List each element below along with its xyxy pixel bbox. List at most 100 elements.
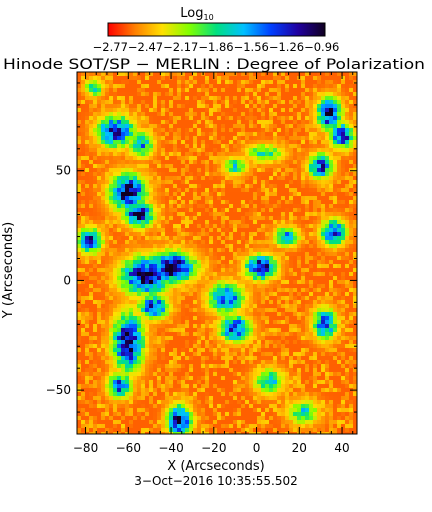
heatmap-cell bbox=[213, 156, 217, 160]
heatmap-cell bbox=[201, 224, 205, 228]
heatmap-cell bbox=[305, 140, 309, 144]
heatmap-cell bbox=[173, 92, 177, 96]
heatmap-cell bbox=[133, 140, 137, 144]
heatmap-cell bbox=[217, 140, 221, 144]
heatmap-cell bbox=[133, 264, 137, 268]
heatmap-cell bbox=[301, 256, 305, 260]
heatmap-cell bbox=[97, 276, 101, 280]
heatmap-cell bbox=[301, 136, 305, 140]
heatmap-cell bbox=[333, 328, 337, 332]
heatmap-cell bbox=[137, 320, 141, 324]
heatmap-cell bbox=[161, 240, 165, 244]
heatmap-cell bbox=[97, 224, 101, 228]
heatmap-cell bbox=[229, 232, 233, 236]
heatmap-cell bbox=[317, 228, 321, 232]
heatmap-cell bbox=[245, 220, 249, 224]
heatmap-cell bbox=[173, 220, 177, 224]
heatmap-cell bbox=[225, 176, 229, 180]
heatmap-cell bbox=[157, 284, 161, 288]
heatmap-cell bbox=[105, 128, 109, 132]
heatmap-cell bbox=[77, 248, 81, 252]
heatmap-cell bbox=[285, 220, 289, 224]
heatmap-cell bbox=[233, 228, 237, 232]
heatmap-cell bbox=[185, 92, 189, 96]
heatmap-cell bbox=[237, 232, 241, 236]
heatmap-cell bbox=[209, 80, 213, 84]
heatmap-cell bbox=[85, 336, 89, 340]
heatmap-cell bbox=[133, 104, 137, 108]
heatmap-cell bbox=[337, 144, 341, 148]
heatmap-cell bbox=[333, 104, 337, 108]
heatmap-cell bbox=[113, 240, 117, 244]
heatmap-cell bbox=[321, 348, 325, 352]
heatmap-cell bbox=[125, 92, 129, 96]
heatmap-cell bbox=[109, 356, 113, 360]
heatmap-cell bbox=[285, 88, 289, 92]
heatmap-cell bbox=[265, 280, 269, 284]
heatmap-cell bbox=[105, 248, 109, 252]
heatmap-cell bbox=[221, 204, 225, 208]
heatmap-cell bbox=[313, 120, 317, 124]
heatmap-cell bbox=[193, 228, 197, 232]
heatmap-cell bbox=[221, 168, 225, 172]
heatmap-cell bbox=[285, 168, 289, 172]
heatmap-cell bbox=[257, 136, 261, 140]
heatmap-cell bbox=[249, 344, 253, 348]
heatmap-cell bbox=[113, 76, 117, 80]
heatmap-cell bbox=[317, 344, 321, 348]
heatmap-cell bbox=[289, 72, 293, 76]
heatmap-cell bbox=[269, 164, 273, 168]
heatmap-cell bbox=[205, 268, 209, 272]
heatmap-cell bbox=[89, 92, 93, 96]
heatmap-cell bbox=[245, 92, 249, 96]
heatmap-cell bbox=[189, 160, 193, 164]
heatmap-cell bbox=[193, 176, 197, 180]
heatmap-cell bbox=[273, 344, 277, 348]
heatmap-cell bbox=[209, 136, 213, 140]
heatmap-cell bbox=[185, 212, 189, 216]
heatmap-cell bbox=[209, 336, 213, 340]
heatmap-cell bbox=[193, 164, 197, 168]
heatmap-cell bbox=[245, 348, 249, 352]
heatmap-cell bbox=[109, 256, 113, 260]
heatmap-cell bbox=[121, 332, 125, 336]
heatmap-cell bbox=[349, 196, 353, 200]
heatmap-cell bbox=[277, 244, 281, 248]
heatmap-cell bbox=[169, 108, 173, 112]
heatmap-cell bbox=[345, 224, 349, 228]
heatmap-cell bbox=[201, 80, 205, 84]
heatmap-cell bbox=[129, 244, 133, 248]
heatmap-cell bbox=[289, 132, 293, 136]
heatmap-cell bbox=[189, 172, 193, 176]
heatmap-cell bbox=[109, 96, 113, 100]
heatmap-cell bbox=[261, 88, 265, 92]
heatmap-cell bbox=[101, 312, 105, 316]
heatmap-cell bbox=[185, 256, 189, 260]
heatmap-cell bbox=[249, 224, 253, 228]
heatmap-cell bbox=[177, 332, 181, 336]
heatmap-cell bbox=[253, 204, 257, 208]
heatmap-cell bbox=[173, 204, 177, 208]
heatmap-cell bbox=[177, 344, 181, 348]
heatmap-cell bbox=[133, 164, 137, 168]
heatmap-cell bbox=[129, 184, 133, 188]
heatmap-cell bbox=[161, 284, 165, 288]
heatmap-cell bbox=[273, 160, 277, 164]
heatmap-cell bbox=[117, 264, 121, 268]
heatmap-cell bbox=[129, 328, 133, 332]
heatmap-cell bbox=[273, 172, 277, 176]
heatmap-cell bbox=[337, 232, 341, 236]
heatmap-cell bbox=[189, 284, 193, 288]
heatmap-cell bbox=[249, 196, 253, 200]
heatmap-cell bbox=[317, 320, 321, 324]
heatmap-cell bbox=[81, 284, 85, 288]
heatmap-cell bbox=[97, 100, 101, 104]
heatmap-cell bbox=[321, 256, 325, 260]
heatmap-cell bbox=[205, 164, 209, 168]
heatmap-cell bbox=[197, 280, 201, 284]
heatmap-cell bbox=[81, 352, 85, 356]
heatmap-cell bbox=[181, 280, 185, 284]
heatmap-cell bbox=[77, 192, 81, 196]
heatmap-cell bbox=[205, 348, 209, 352]
heatmap-cell bbox=[193, 340, 197, 344]
